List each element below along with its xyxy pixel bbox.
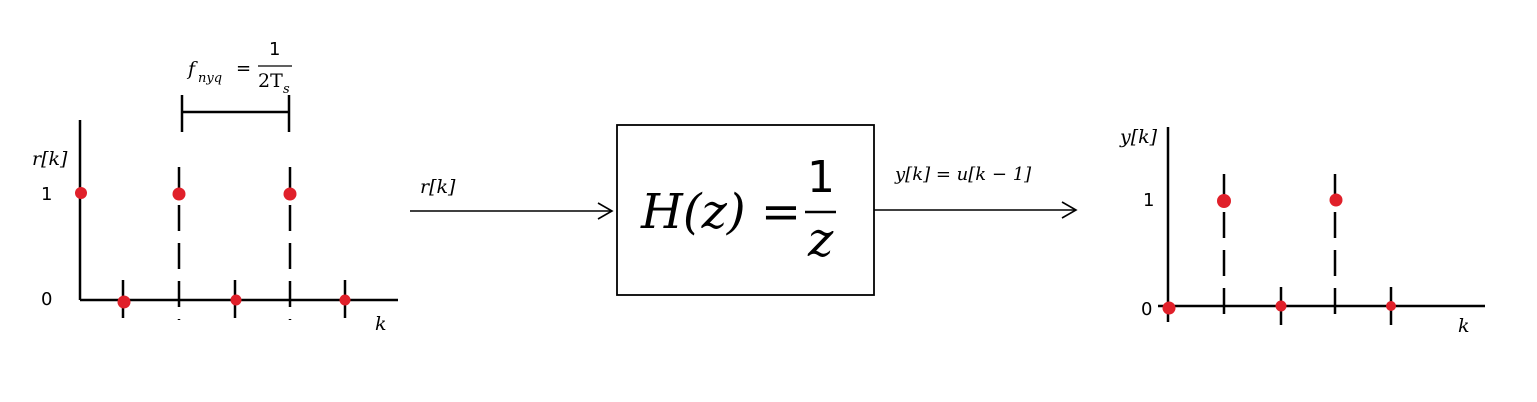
sample-point — [117, 295, 131, 309]
nyquist-f: f — [186, 58, 198, 80]
right-y-label: y[k] — [1119, 126, 1158, 148]
sample-point — [172, 187, 186, 201]
sample-point — [1217, 194, 1231, 208]
output-label: y[k] = u[k − 1] — [894, 164, 1032, 185]
nyquist-formula: f nyq = 1 2T s — [186, 39, 292, 97]
sample-point — [1386, 301, 1396, 311]
input-signal-plot: r[k] 1 0 k f nyq = 1 2T — [32, 39, 398, 335]
transfer-function-numerator: 1 — [807, 152, 835, 203]
sample-point — [1329, 193, 1343, 207]
left-x-label: k — [375, 313, 387, 335]
sample-point — [339, 294, 351, 306]
left-ytick-one: 1 — [41, 184, 52, 205]
system-box — [616, 124, 875, 296]
nyquist-sub: nyq — [198, 71, 222, 86]
left-ytick-zero: 0 — [41, 289, 52, 310]
nyquist-den-sub: s — [283, 82, 290, 97]
nyquist-denominator: 2T — [258, 70, 283, 92]
output-arrow: y[k] = u[k − 1] — [874, 164, 1078, 219]
sample-point — [283, 187, 297, 201]
transfer-function-denominator: z — [807, 212, 834, 268]
sample-point — [75, 187, 87, 199]
right-x-label: k — [1458, 315, 1470, 337]
sample-point — [1162, 301, 1176, 315]
nyquist-equals: = — [236, 58, 251, 79]
sample-point — [1275, 300, 1287, 312]
right-ytick-zero: 0 — [1141, 299, 1152, 320]
transfer-function-block: H(z) = 1 z — [616, 124, 875, 296]
transfer-function-lhs: H(z) = — [640, 184, 801, 240]
right-ytick-one: 1 — [1143, 190, 1154, 211]
output-signal-plot: y[k] 1 0 k — [1119, 126, 1485, 337]
nyquist-numerator: 1 — [269, 39, 280, 60]
nyquist-bracket — [180, 95, 291, 132]
output-arrowhead — [1061, 201, 1078, 219]
input-arrow: r[k] — [410, 176, 614, 220]
input-label: r[k] — [420, 176, 456, 198]
sample-point — [230, 294, 242, 306]
left-y-label: r[k] — [32, 148, 68, 170]
input-arrowhead — [597, 202, 614, 220]
